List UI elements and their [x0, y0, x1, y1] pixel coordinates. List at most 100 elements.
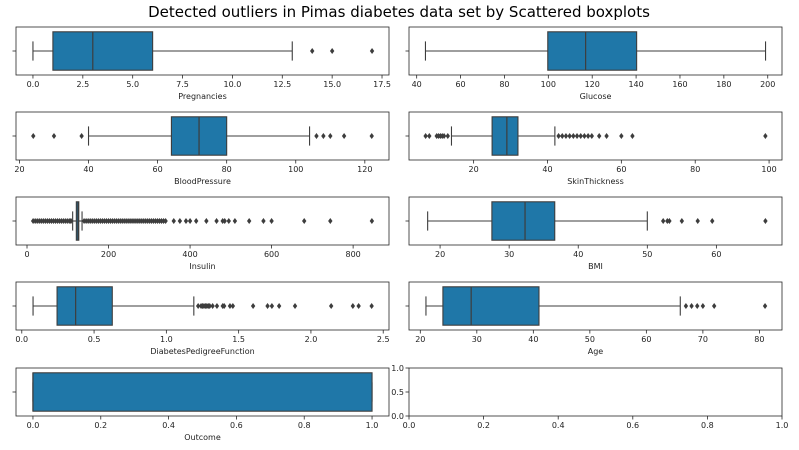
outlier-point — [630, 133, 635, 139]
y-tick-label: 0.0 — [391, 412, 404, 421]
outlier-point — [79, 133, 84, 139]
x-tick-label: 5.0 — [126, 80, 139, 89]
x-tick-label: 160 — [672, 80, 687, 89]
outlier-point — [329, 48, 335, 54]
subplot-bloodpressure: 20 40 60 80 100 120 BloodPressure — [12, 111, 390, 186]
x-axis-label: SkinThickness — [567, 177, 624, 186]
outlier-point — [226, 218, 231, 224]
subplot-bmi: 20 30 40 50 60 BMI — [405, 196, 783, 271]
subplots-grid: 0.0 2.5 5.0 7.5 10.0 12.5 15.0 17.5 Pregnancies 4… — [12, 26, 788, 442]
x-axis-label: Glucose — [580, 92, 612, 101]
outlier-point — [269, 303, 275, 309]
outlier-point — [232, 218, 238, 224]
outlier-point — [183, 218, 189, 224]
subplot-diabetespedigreefunction: 0.0 0.5 1.0 1.5 2.0 2.5 DiabetesPedigreeFuncti… — [12, 281, 390, 356]
iqr-box — [56, 286, 113, 326]
outlier-point — [589, 133, 595, 139]
outlier-point — [328, 303, 334, 309]
outlier-point — [423, 133, 428, 139]
outlier-point — [585, 133, 591, 139]
iqr-box — [547, 31, 638, 71]
x-tick-label: 200 — [760, 80, 775, 89]
x-tick-label: 15.0 — [323, 80, 341, 89]
outlier-point — [700, 303, 706, 309]
outlier-point — [596, 133, 602, 139]
x-tick-label: 50 — [642, 250, 652, 259]
x-tick-label: 0.2 — [477, 421, 490, 430]
outlier-point — [193, 218, 199, 224]
x-tick-label: 80 — [690, 165, 700, 174]
subplot-skinthickness: 20 40 60 80 100 SkinThickness — [405, 111, 783, 186]
x-tick-label: 70 — [698, 335, 708, 344]
x-tick-label: 120 — [357, 165, 372, 174]
x-tick-label: 12.5 — [273, 80, 291, 89]
x-axis-label: Age — [588, 347, 604, 356]
outlier-point — [177, 218, 183, 224]
x-tick-label: 0.4 — [162, 421, 175, 430]
outlier-point — [302, 218, 307, 224]
x-tick-label: 40 — [412, 80, 422, 89]
x-tick-label: 50 — [585, 335, 595, 344]
outlier-point — [261, 218, 266, 224]
outlier-point — [763, 133, 768, 139]
outlier-point — [269, 218, 274, 224]
outlier-point — [214, 218, 219, 224]
axes-frame — [408, 367, 783, 417]
outlier-point — [68, 218, 74, 224]
outlier-point — [560, 133, 565, 139]
x-tick-label: 600 — [264, 250, 279, 259]
outlier-point — [214, 303, 220, 309]
x-tick-label: 0.6 — [230, 421, 243, 430]
x-tick-label: 60 — [455, 80, 465, 89]
outlier-point — [582, 133, 587, 139]
iqr-box — [32, 372, 373, 412]
outlier-point — [328, 218, 333, 224]
outlier-point — [445, 133, 450, 139]
outlier-point — [763, 218, 768, 224]
x-tick-label: 60 — [641, 335, 651, 344]
outlier-point — [187, 218, 193, 224]
x-tick-label: 10.0 — [224, 80, 242, 89]
outlier-point — [350, 303, 356, 309]
x-tick-label: 0.0 — [15, 335, 28, 344]
outlier-point — [222, 218, 227, 224]
x-axis-label: Insulin — [189, 262, 215, 271]
outlier-point — [163, 218, 168, 224]
x-tick-label: 30 — [504, 250, 514, 259]
x-tick-label: 20 — [435, 250, 445, 259]
outlier-point — [762, 303, 768, 309]
outlier-point — [276, 303, 282, 309]
outlier-point — [689, 303, 694, 309]
outlier-point — [667, 218, 672, 224]
x-tick-label: 0.0 — [403, 421, 416, 430]
x-tick-label: 0.2 — [94, 421, 107, 430]
subplot-pregnancies: 0.0 2.5 5.0 7.5 10.0 12.5 15.0 17.5 Pregnancies — [12, 26, 391, 101]
x-axis-label: BMI — [588, 262, 603, 271]
x-tick-label: 100 — [288, 165, 303, 174]
outlier-point — [171, 218, 176, 224]
y-tick-label: 0.5 — [391, 388, 404, 397]
outlier-point — [227, 303, 233, 309]
x-tick-label: 40 — [83, 165, 93, 174]
outlier-point — [204, 218, 209, 224]
outlier-point — [619, 133, 624, 139]
outlier-point — [292, 303, 298, 309]
x-tick-label: 1.0 — [366, 421, 379, 430]
x-tick-label: 30 — [472, 335, 482, 344]
subplot-age: 20 30 40 50 60 70 80 Age — [405, 281, 783, 356]
x-tick-label: 0.0 — [27, 421, 40, 430]
x-tick-label: 40 — [542, 165, 552, 174]
x-tick-label: 80 — [754, 335, 764, 344]
x-axis-label: Pregnancies — [178, 92, 227, 101]
outlier-point — [711, 303, 717, 309]
outlier-point — [221, 303, 227, 309]
outlier-point — [328, 133, 333, 139]
x-tick-label: 800 — [345, 250, 360, 259]
x-tick-label: 100 — [761, 165, 776, 174]
outlier-point — [246, 218, 252, 224]
x-tick-label: 7.5 — [176, 80, 189, 89]
outlier-point — [567, 133, 572, 139]
x-tick-label: 17.5 — [373, 80, 391, 89]
outlier-point — [369, 48, 375, 54]
x-tick-label: 0.0 — [27, 80, 40, 89]
